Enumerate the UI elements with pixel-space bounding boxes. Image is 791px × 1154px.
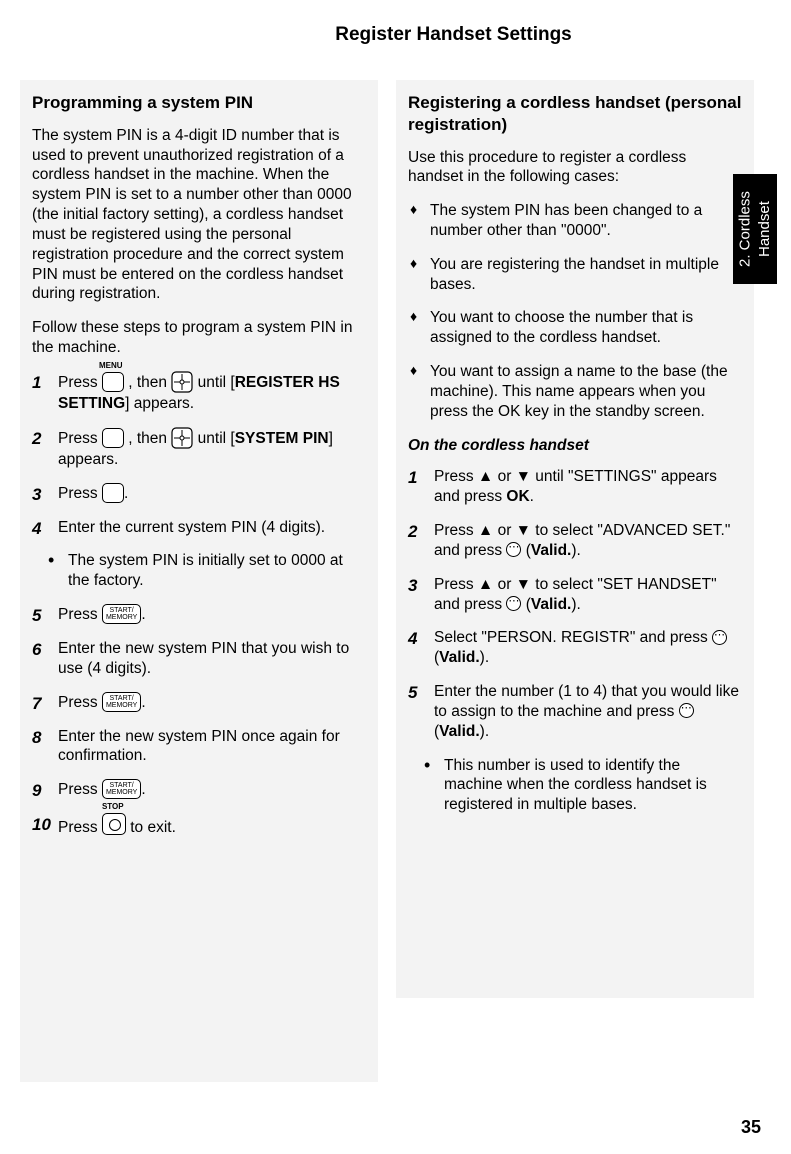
r-step-1: Press ▲ or ▼ until "SETTINGS" appears an… — [408, 467, 742, 507]
step-text: , then — [128, 374, 171, 391]
step-text: to exit. — [130, 819, 176, 836]
ok-key-icon — [679, 703, 694, 718]
note-item: The system PIN is initially set to 0000 … — [46, 551, 366, 591]
step-3: Press . — [32, 484, 366, 504]
start-key-icon: START/ MEMORY — [102, 779, 141, 799]
r-step-2: Press ▲ or ▼ to select "ADVANCED SET." a… — [408, 521, 742, 561]
step-text: ). — [571, 596, 580, 613]
step-text: until [ — [198, 430, 235, 447]
step-text: Enter the number (1 to 4) that you would… — [434, 683, 739, 720]
step-7: Press START/ MEMORY. — [32, 693, 366, 713]
step-text: Enter the new system PIN once again for … — [58, 728, 340, 765]
step-text: until [ — [198, 374, 235, 391]
step-text: Press — [58, 430, 102, 447]
step-text: . — [530, 488, 534, 505]
start-key-icon: START/ MEMORY — [102, 692, 141, 712]
step-text: ( — [521, 596, 530, 613]
step-10: Press STOP to exit. — [32, 814, 366, 842]
step-text: Press ▲ or ▼ to select "ADVANCED SET." a… — [434, 522, 730, 559]
left-steps-cont: Press START/ MEMORY. Enter the new syste… — [32, 605, 366, 842]
step-5: Press START/ MEMORY. — [32, 605, 366, 625]
step-text: ). — [571, 542, 580, 559]
left-steps: Press MENU , then until [REGISTER HS SET… — [32, 372, 366, 537]
stop-key-label: STOP — [102, 802, 124, 812]
page-title: Register Handset Settings — [150, 24, 757, 46]
step-bold: Valid. — [439, 649, 480, 666]
right-heading: Registering a cordless handset (personal… — [408, 92, 742, 136]
bullet-item: You want to assign a name to the base (t… — [408, 362, 742, 421]
column-right: Registering a cordless handset (personal… — [396, 80, 754, 998]
step-text: Press — [58, 606, 102, 623]
step-text: Enter the new system PIN that you wish t… — [58, 640, 349, 677]
start-key-icon: START/ MEMORY — [102, 604, 141, 624]
step-2: Press , then until [SYSTEM PIN] appears. — [32, 428, 366, 470]
page: Register Handset Settings 2. Cordless Ha… — [0, 0, 791, 1154]
ok-key-icon — [506, 596, 521, 611]
step-4: Enter the current system PIN (4 digits). — [32, 518, 366, 538]
left-lead: Follow these steps to program a system P… — [32, 318, 366, 358]
step-bold: OK — [506, 488, 529, 505]
r-step-4: Select "PERSON. REGISTR" and press (Vali… — [408, 628, 742, 668]
blank-key-icon — [102, 483, 124, 503]
r-step-5-note: This number is used to identify the mach… — [408, 756, 742, 815]
step-9: Press START/ MEMORY. — [32, 780, 366, 800]
step-4-note: The system PIN is initially set to 0000 … — [32, 551, 366, 591]
step-8: Enter the new system PIN once again for … — [32, 727, 366, 767]
step-text: Press — [58, 694, 102, 711]
column-left: Programming a system PIN The system PIN … — [20, 80, 378, 1082]
step-text: ] appears. — [125, 395, 194, 412]
step-text: Select "PERSON. REGISTR" and press — [434, 629, 712, 646]
step-6: Enter the new system PIN that you wish t… — [32, 639, 366, 679]
blank-key-icon — [102, 428, 124, 448]
nav-key-icon — [171, 427, 193, 449]
ok-key-icon — [506, 542, 521, 557]
step-text: ). — [480, 649, 489, 666]
step-text: Press ▲ or ▼ until "SETTINGS" appears an… — [434, 468, 717, 505]
menu-key-label: MENU — [99, 362, 123, 370]
step-bold: Valid. — [531, 596, 572, 613]
step-text: , then — [128, 430, 171, 447]
step-bold: SYSTEM PIN — [235, 430, 329, 447]
note-item: This number is used to identify the mach… — [422, 756, 742, 815]
step-text: . — [141, 781, 145, 798]
bullet-item: You are registering the handset in multi… — [408, 255, 742, 295]
right-intro: Use this procedure to register a cordles… — [408, 148, 742, 188]
step-text: . — [141, 606, 145, 623]
step-text: Press — [58, 819, 102, 836]
step-text: ). — [480, 723, 489, 740]
step-bold: Valid. — [439, 723, 480, 740]
step-text: Enter the current system PIN (4 digits). — [58, 519, 325, 536]
ok-key-icon — [712, 630, 727, 645]
r-step-5: Enter the number (1 to 4) that you would… — [408, 682, 742, 741]
step-text: . — [141, 694, 145, 711]
step-text: Press — [58, 485, 102, 502]
left-heading: Programming a system PIN — [32, 92, 366, 114]
left-intro: The system PIN is a 4-digit ID number th… — [32, 126, 366, 304]
step-text: . — [124, 485, 128, 502]
menu-key-icon: MENU — [102, 372, 124, 392]
step-text: ( — [521, 542, 530, 559]
step-1: Press MENU , then until [REGISTER HS SET… — [32, 372, 366, 414]
bullet-item: The system PIN has been changed to a num… — [408, 201, 742, 241]
bullet-item: You want to choose the number that is as… — [408, 308, 742, 348]
step-text: Press — [58, 374, 102, 391]
nav-key-icon — [171, 371, 193, 393]
right-bullets: The system PIN has been changed to a num… — [408, 201, 742, 421]
step-bold: Valid. — [531, 542, 572, 559]
content-columns: Programming a system PIN The system PIN … — [20, 80, 757, 1082]
step-text: Press — [58, 781, 102, 798]
right-subhead: On the cordless handset — [408, 436, 742, 456]
right-steps: Press ▲ or ▼ until "SETTINGS" appears an… — [408, 467, 742, 741]
page-number: 35 — [741, 1117, 761, 1138]
r-step-3: Press ▲ or ▼ to select "SET HANDSET" and… — [408, 575, 742, 615]
stop-key-icon: STOP — [102, 813, 126, 841]
